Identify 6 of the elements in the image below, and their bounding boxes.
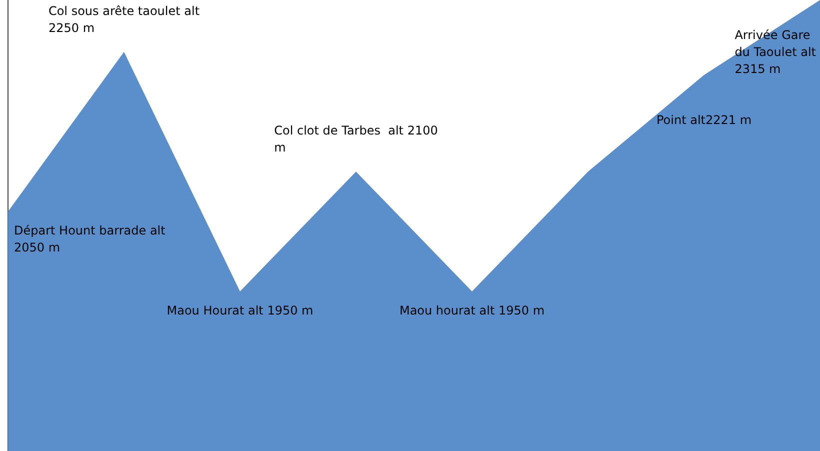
data-label: Col clot de Tarbes alt 2100 m [274,124,438,155]
data-label: Maou hourat alt 1950 m [399,303,545,318]
data-label: Maou Hourat alt 1950 m [166,303,314,318]
data-label: Col sous arête taoulet alt 2250 m [48,4,200,36]
data-label: Point alt2221 m [656,113,752,128]
data-label: Départ Hount barrade alt 2050 m [14,224,166,255]
